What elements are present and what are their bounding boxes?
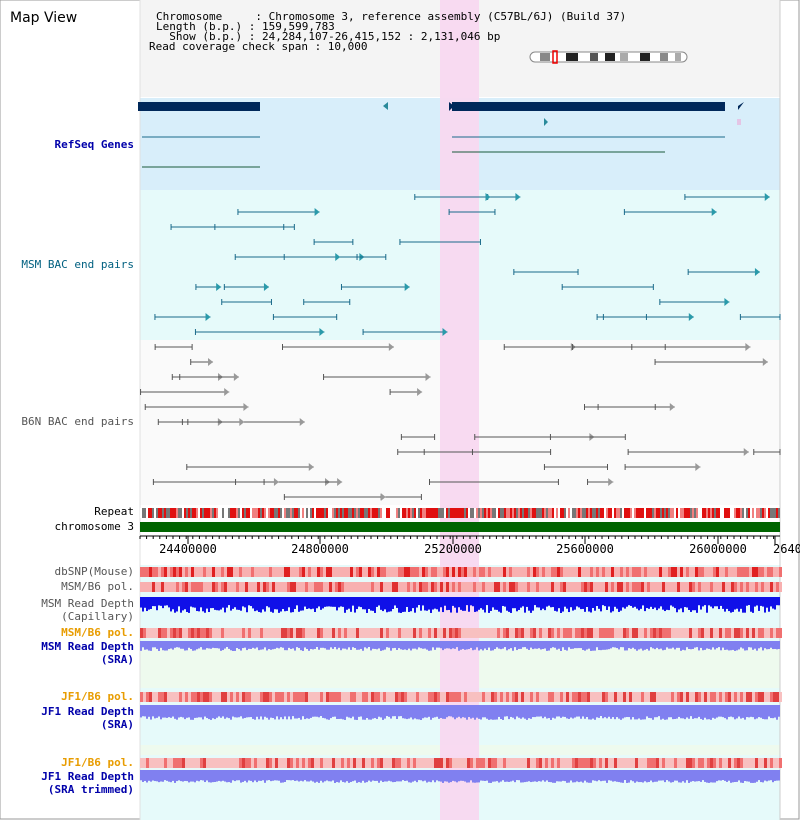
track-label-refseq[interactable]: RefSeq Genes [54,138,134,151]
track-label-b6n-bac[interactable]: B6N BAC end pairs [21,415,134,428]
axis-tick-label: 24800000 [291,542,349,556]
track-label-msm-depth-sra-2: (SRA) [100,653,134,666]
chromosome-ideogram[interactable] [529,50,688,64]
repeat-track [140,508,780,518]
track-label-jf1-depth-sra-2: (SRA) [100,718,134,731]
jf1-pol-strip-2 [140,758,782,768]
track-label-msm-depth-cap-2: (Capillary) [61,610,134,623]
jf1-pol-strip-1 [140,692,782,702]
page-title: Map View [10,10,78,26]
jf1-depth-sra [140,705,780,720]
refseq-genes[interactable] [138,102,744,168]
dbsnp-strip [140,567,782,577]
track-label-chromosome: chromosome 3 [54,520,134,533]
axis-ruler [139,535,780,544]
track-label-msm-bac[interactable]: MSM BAC end pairs [21,258,134,271]
chromosome-bar [140,522,780,532]
track-label-msm-b6-pol-1: MSM/B6 pol. [61,580,134,593]
track-label-msm-b6-pol-2: MSM/B6 pol. [61,626,134,639]
track-label-jf1-b6-pol-1: JF1/B6 pol. [61,690,134,703]
msm-bac-pairs[interactable] [154,193,781,336]
axis-tick-label: 25600000 [556,542,614,556]
header-chromosome: Chromosome : Chromosome 3, reference ass… [156,10,627,23]
header-show: Show (b.p.) : 24,284,107-26,415,152 : 2,… [156,30,501,43]
track-label-msm-depth-sra-1: MSM Read Depth [41,640,134,653]
track-label-jf1-depth-trim-1: JF1 Read Depth [41,770,134,783]
axis-tick-label: 26000000 [689,542,747,556]
msm-depth-capillary [140,597,780,613]
msm-pol-strip-2 [140,628,782,638]
jf1-depth-trimmed [140,770,780,783]
axis-tick-label: 24400000 [159,542,217,556]
msm-depth-sra [140,641,780,651]
b6n-bac-pairs[interactable] [140,343,781,501]
header-length: Length (b.p.) : 159,599,783 [156,20,335,33]
header-coverage-span: Read coverage check span : 10,000 [149,40,368,53]
track-label-repeat: Repeat [94,505,134,518]
axis-tick-label: 2640 [773,542,800,556]
track-label-msm-depth-cap-1: MSM Read Depth [41,597,134,610]
track-label-jf1-depth-trim-2: (SRA trimmed) [47,783,134,796]
axis-tick-label: 25200000 [424,542,482,556]
track-label-jf1-b6-pol-2: JF1/B6 pol. [61,756,134,769]
msm-pol-strip-1 [140,582,782,592]
track-label-dbsnp: dbSNP(Mouse) [54,565,134,578]
track-label-jf1-depth-sra-1: JF1 Read Depth [41,705,134,718]
